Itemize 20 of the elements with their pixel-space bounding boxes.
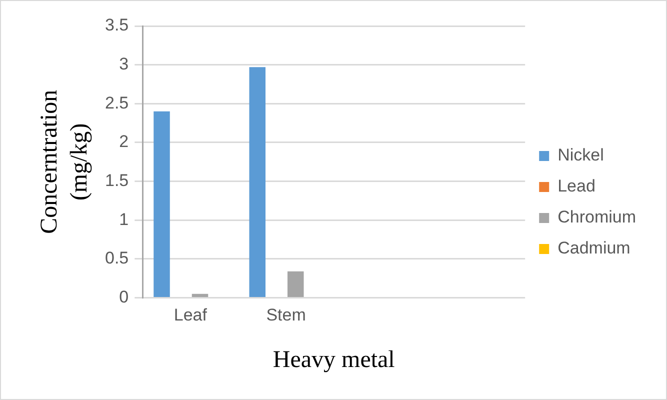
y-tick-label: 0.5 <box>104 248 129 268</box>
x-axis-title: Heavy metal <box>272 346 396 373</box>
y-tick-label: 0 <box>119 287 129 306</box>
x-tick-label: Leaf <box>174 306 208 325</box>
bar <box>287 271 304 298</box>
legend-label: Lead <box>558 176 596 196</box>
bar <box>249 67 266 298</box>
bar <box>154 111 170 298</box>
y-tick-label: 3 <box>119 54 129 74</box>
legend-label: Cadmium <box>558 238 630 258</box>
legend-label: Chromium <box>558 208 636 227</box>
y-axis-title: Concerntration (mg/kg) <box>36 90 92 234</box>
y-tick-label: 2.5 <box>104 93 129 112</box>
legend-label: Nickel <box>558 146 604 165</box>
y-tick-label: 2 <box>119 132 129 152</box>
y-tick-label: 1 <box>119 210 129 229</box>
y-tick-label: 3.5 <box>104 16 129 35</box>
y-tick-label: 1.5 <box>104 171 129 190</box>
bar <box>192 294 208 298</box>
x-tick-label: Stem <box>266 306 306 325</box>
